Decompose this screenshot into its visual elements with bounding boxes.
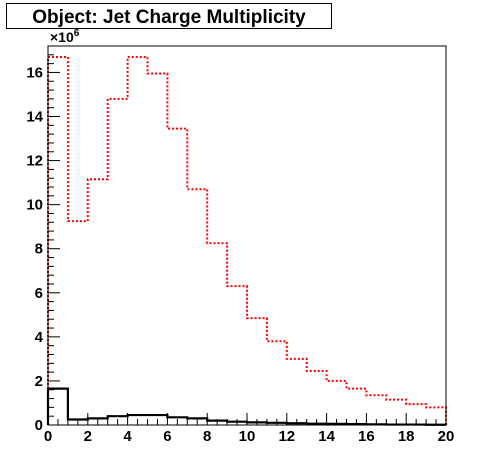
y-tick-label: 14 — [26, 109, 43, 126]
y-tick-label: 6 — [35, 285, 43, 302]
x-tick-label: 20 — [438, 428, 455, 445]
chart-title: Object: Jet Charge Multiplicity — [32, 7, 306, 28]
x-tick-label: 8 — [203, 428, 211, 445]
plot-frame — [47, 45, 447, 426]
y-tick-label: 8 — [35, 241, 43, 258]
x-tick-label: 14 — [318, 428, 335, 445]
x-tick-label: 0 — [44, 428, 52, 445]
histogram-layer — [46, 56, 448, 426]
x-tick-label: 2 — [84, 428, 92, 445]
y-axis-multiplier-exponent: 6 — [74, 28, 80, 39]
y-tick-label: 4 — [35, 329, 44, 346]
y-tick-label: 16 — [26, 64, 43, 81]
y-tick-label: 10 — [26, 197, 43, 214]
x-tick-label: 10 — [239, 428, 256, 445]
histogram-series-1 — [47, 56, 447, 425]
y-tick-label: 2 — [35, 373, 43, 390]
x-tick-label: 18 — [398, 428, 415, 445]
x-tick-label: 4 — [123, 428, 132, 445]
y-axis-multiplier: ×106 — [50, 28, 80, 45]
y-tick-label: 12 — [26, 153, 43, 170]
y-axis-multiplier-base: ×10 — [50, 29, 74, 45]
x-tick-label: 12 — [278, 428, 295, 445]
x-tick-label: 6 — [163, 428, 171, 445]
chart-title-box: Object: Jet Charge Multiplicity — [6, 3, 332, 29]
y-tick-label: 0 — [35, 417, 43, 434]
x-tick-label: 16 — [358, 428, 375, 445]
